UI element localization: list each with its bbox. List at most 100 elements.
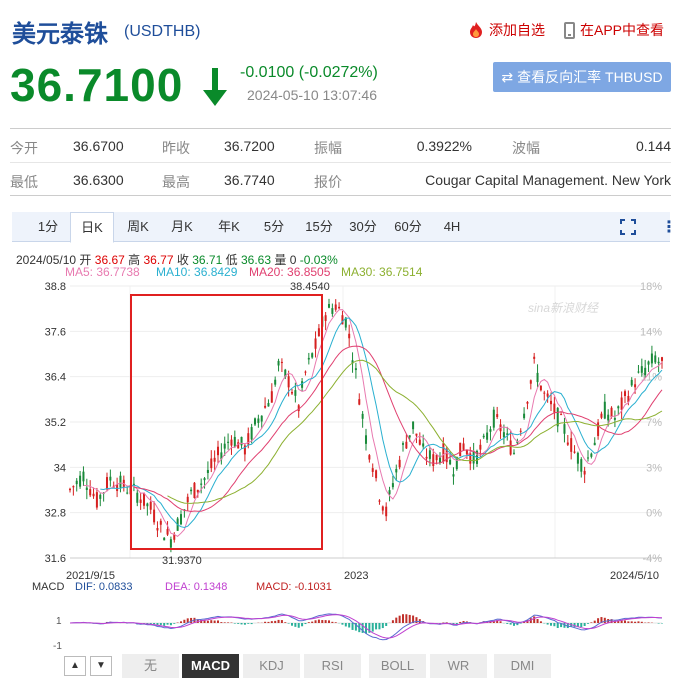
candle-body <box>220 452 223 460</box>
candle-body <box>270 391 273 403</box>
tab-monthly[interactable]: 月K <box>171 219 193 234</box>
wave-label: 波幅 <box>512 140 540 156</box>
indicator-tab-rsi[interactable]: RSI <box>304 654 362 678</box>
candle-body <box>603 401 606 419</box>
ohlc-pct: -0.03% <box>299 253 338 267</box>
current-price: 36.7100 <box>10 59 184 111</box>
candle-body <box>630 379 633 386</box>
candle-body <box>68 488 72 491</box>
candle-body <box>412 421 415 430</box>
tab-daily[interactable]: 日K <box>70 212 114 243</box>
stats-row: 最低 36.6300 最高 36.7740 报价 Cougar Capital … <box>10 162 671 195</box>
ohlc-info: 2024/05/10 开 36.67 高 36.77 收 36.71 低 36.… <box>16 251 338 268</box>
candle-body <box>243 445 246 455</box>
candle-body <box>506 433 509 435</box>
candle-body <box>368 455 371 460</box>
candle-body <box>634 384 637 388</box>
indicator-tab-kdj[interactable]: KDJ <box>243 654 301 678</box>
pct-tick-label: -4% <box>642 553 662 565</box>
tab-30min[interactable]: 30分 <box>349 219 377 234</box>
ohlc-close: 36.71 <box>192 253 223 267</box>
indicator-tab-macd[interactable]: MACD <box>182 654 240 678</box>
y-tick-label: 37.6 <box>45 326 66 338</box>
macd-ytick-top: 1 <box>56 616 62 627</box>
candle-body <box>590 453 593 457</box>
dif-line <box>69 613 663 641</box>
tab-60min[interactable]: 60分 <box>394 219 422 234</box>
candle-body <box>132 483 135 486</box>
candle-body <box>200 483 203 485</box>
macd-ytick-bottom: -1 <box>53 641 62 650</box>
tab-yearly[interactable]: 年K <box>218 219 240 234</box>
y-tick-label: 38.8 <box>45 281 66 293</box>
candle-body <box>250 427 253 440</box>
candle-body <box>311 353 314 358</box>
candle-body <box>543 392 546 394</box>
candle-body <box>610 407 613 418</box>
candle-body <box>213 457 216 462</box>
candle-body <box>435 454 438 461</box>
pct-tick-label: 3% <box>646 462 662 474</box>
open-value: 36.6700 <box>73 138 124 154</box>
reverse-rate-button[interactable]: ⇄ 查看反向汇率 THBUSD <box>493 62 671 92</box>
down-arrow-icon <box>203 68 227 106</box>
swap-icon: ⇄ <box>501 68 514 85</box>
candle-body <box>361 413 364 419</box>
scroll-up-icon[interactable]: ▲ <box>64 656 86 676</box>
candle-body <box>304 371 307 373</box>
candle-body <box>482 435 485 438</box>
ohlc-low: 36.63 <box>240 253 271 267</box>
tab-1min[interactable]: 1分 <box>37 219 59 234</box>
candle-body <box>159 520 162 525</box>
candle-body <box>533 356 536 359</box>
candle-body <box>425 456 428 459</box>
scroll-down-icon[interactable]: ▼ <box>90 656 112 676</box>
y-tick-label: 36.4 <box>45 372 66 384</box>
candle-body <box>432 454 435 467</box>
y-tick-label: 35.2 <box>45 417 66 429</box>
candle-body <box>230 439 233 446</box>
macd-value: MACD: -0.1031 <box>256 581 332 593</box>
candle-body <box>344 317 347 328</box>
candle-body <box>237 442 240 449</box>
candle-body <box>99 494 102 499</box>
add-favorite-button[interactable]: 添加自选 <box>467 20 545 40</box>
low-label: 最低 <box>10 174 38 190</box>
candle-body <box>573 451 576 453</box>
candle-body <box>109 476 112 481</box>
kline-chart[interactable]: sina新浪财经 38.8 37.6 36.4 35.2 34 32.8 31.6 18% 1… <box>0 278 699 650</box>
indicator-tab-boll[interactable]: BOLL <box>369 654 427 678</box>
candle-body <box>586 457 590 459</box>
period-tabs: 1分 日K 周K 月K 年K 5分 15分 30分 60分 4H ⋮ <box>12 212 677 243</box>
candle-body <box>233 436 236 447</box>
more-options-icon[interactable]: ⋮ <box>661 219 677 236</box>
indicator-tab-none[interactable]: 无 <box>122 654 180 678</box>
ma10-label: MA10: 36.8429 <box>156 265 238 279</box>
candle-body <box>512 452 516 454</box>
candle-body <box>280 361 283 364</box>
amplitude-value: 0.3922% <box>416 138 472 154</box>
candle-body <box>203 478 206 481</box>
tab-weekly[interactable]: 周K <box>127 219 149 234</box>
candle-body <box>95 492 98 508</box>
candle-body <box>79 475 82 487</box>
candle-body <box>358 399 361 405</box>
candle-body <box>479 444 482 450</box>
indicator-tab-wr[interactable]: WR <box>430 654 488 678</box>
candle-body <box>378 500 381 502</box>
candle-body <box>395 468 398 473</box>
candle-body <box>489 429 492 432</box>
pct-axis-labels: 18%14%11%7%3%0%-4% <box>640 281 662 565</box>
candle-body <box>600 413 603 418</box>
candle-body <box>216 446 220 456</box>
fullscreen-icon[interactable] <box>619 218 637 236</box>
view-in-app-button[interactable]: 在APP中查看 <box>564 20 664 40</box>
indicator-tab-dmi[interactable]: DMI <box>494 654 552 678</box>
candle-body <box>583 470 586 475</box>
candle-body <box>492 409 495 428</box>
tab-4h[interactable]: 4H <box>443 219 461 234</box>
tab-5min[interactable]: 5分 <box>263 219 285 234</box>
indicator-bar: ▲ ▼ 无 MACD KDJ RSI BOLL WR DMI <box>64 654 669 678</box>
tab-15min[interactable]: 15分 <box>305 219 333 234</box>
candle-body <box>536 372 539 383</box>
